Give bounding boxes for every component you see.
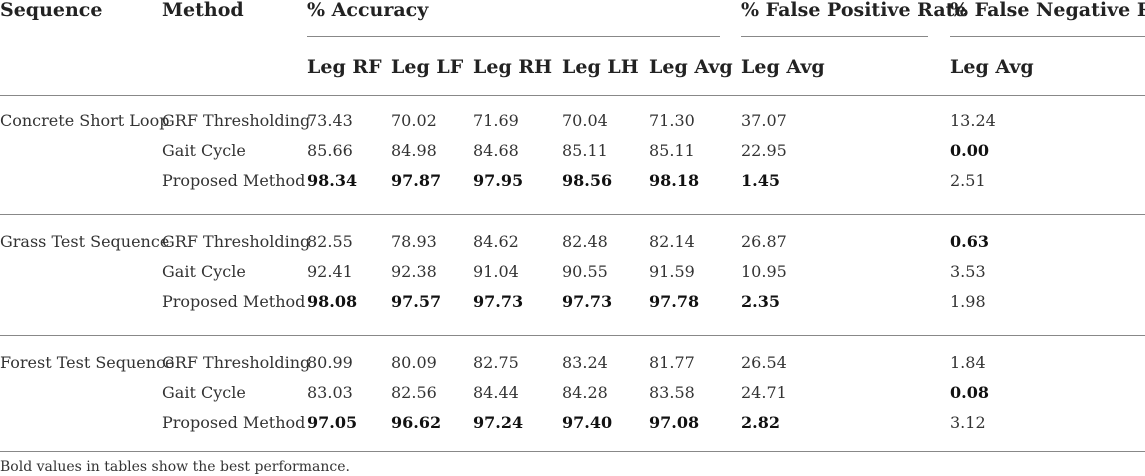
table-cell: 97.95 [473,171,524,190]
table-cell: 71.30 [649,111,695,130]
subheader-leg-rf: Leg RF [307,56,382,78]
header-false-negative-rate: % False Negative Rate [950,0,1145,21]
table-cell: 0.63 [950,232,989,251]
table-cell: 84.28 [562,383,608,402]
table-cell: 1.45 [741,171,780,190]
table-cell: 80.09 [391,353,437,372]
header-false-positive-rate: % False Positive Rate [741,0,967,21]
table-cell: 85.66 [307,141,353,160]
table-cell: 80.99 [307,353,353,372]
method-label: GRF Thresholding [162,353,311,372]
table-cell: 10.95 [741,262,787,281]
group-rule-2 [0,335,1145,336]
method-label: Proposed Method [162,292,306,311]
table-cell: 82.56 [391,383,437,402]
sequence-label: Grass Test Sequence [0,232,170,251]
table-cell: 92.38 [391,262,437,281]
table-cell: 98.08 [307,292,358,311]
header-rule [0,95,1145,96]
table-cell: 92.41 [307,262,353,281]
table-cell: 0.08 [950,383,989,402]
method-label: Gait Cycle [162,262,246,281]
subheader-leg-avg-fnr: Leg Avg [950,56,1034,78]
table-cell: 83.58 [649,383,695,402]
table-cell: 82.14 [649,232,695,251]
method-label: GRF Thresholding [162,232,311,251]
table-cell: 97.05 [307,413,358,432]
table-cell: 78.93 [391,232,437,251]
table-cell: 84.44 [473,383,519,402]
table-cell: 2.82 [741,413,780,432]
method-label: Proposed Method [162,413,306,432]
subheader-leg-lf: Leg LF [391,56,464,78]
table-cell: 84.62 [473,232,519,251]
table-cell: 70.02 [391,111,437,130]
table-cell: 98.18 [649,171,700,190]
table-cell: 82.75 [473,353,519,372]
table-cell: 70.04 [562,111,608,130]
table-cell: 97.08 [649,413,700,432]
table-cell: 90.55 [562,262,608,281]
table-cell: 91.04 [473,262,519,281]
sequence-label: Concrete Short Loop [0,111,170,130]
table-cell: 83.24 [562,353,608,372]
table-cell: 97.24 [473,413,524,432]
table-cell: 37.07 [741,111,787,130]
table-cell: 98.34 [307,171,358,190]
table-cell: 96.62 [391,413,442,432]
table-cell: 0.00 [950,141,989,160]
table-cell: 84.68 [473,141,519,160]
table-cell: 26.54 [741,353,787,372]
method-label: GRF Thresholding [162,111,311,130]
table-cell: 98.56 [562,171,613,190]
table-cell: 81.77 [649,353,695,372]
fnr-span-rule [950,36,1145,37]
header-method: Method [162,0,244,21]
table-cell: 83.03 [307,383,353,402]
method-label: Gait Cycle [162,141,246,160]
table-cell: 26.87 [741,232,787,251]
table-cell: 71.69 [473,111,519,130]
table-cell: 73.43 [307,111,353,130]
header-accuracy: % Accuracy [307,0,429,21]
table-cell: 97.87 [391,171,442,190]
table-cell: 3.53 [950,262,986,281]
table-cell: 85.11 [562,141,608,160]
fpr-span-rule [741,36,928,37]
subheader-leg-avg-accuracy: Leg Avg [649,56,733,78]
method-label: Gait Cycle [162,383,246,402]
table-cell: 97.78 [649,292,700,311]
table-cell: 97.57 [391,292,442,311]
table-cell: 24.71 [741,383,787,402]
subheader-leg-lh: Leg LH [562,56,639,78]
table-cell: 97.73 [473,292,524,311]
table-cell: 13.24 [950,111,996,130]
table-cell: 3.12 [950,413,986,432]
header-sequence: Sequence [0,0,103,21]
method-label: Proposed Method [162,171,306,190]
table-cell: 2.51 [950,171,986,190]
table-cell: 84.98 [391,141,437,160]
subheader-leg-avg-fpr: Leg Avg [741,56,825,78]
accuracy-span-rule [307,36,720,37]
table-cell: 97.73 [562,292,613,311]
table-cell: 1.98 [950,292,986,311]
table-cell: 91.59 [649,262,695,281]
table-cell: 82.55 [307,232,353,251]
bottom-rule [0,451,1145,452]
footnote: Bold values in tables show the best perf… [0,459,350,475]
table-cell: 82.48 [562,232,608,251]
table-cell: 97.40 [562,413,613,432]
table-cell: 22.95 [741,141,787,160]
subheader-leg-rh: Leg RH [473,56,553,78]
group-rule-1 [0,214,1145,215]
table-cell: 85.11 [649,141,695,160]
table-cell: 1.84 [950,353,986,372]
table-cell: 2.35 [741,292,780,311]
sequence-label: Forest Test Sequence [0,353,175,372]
